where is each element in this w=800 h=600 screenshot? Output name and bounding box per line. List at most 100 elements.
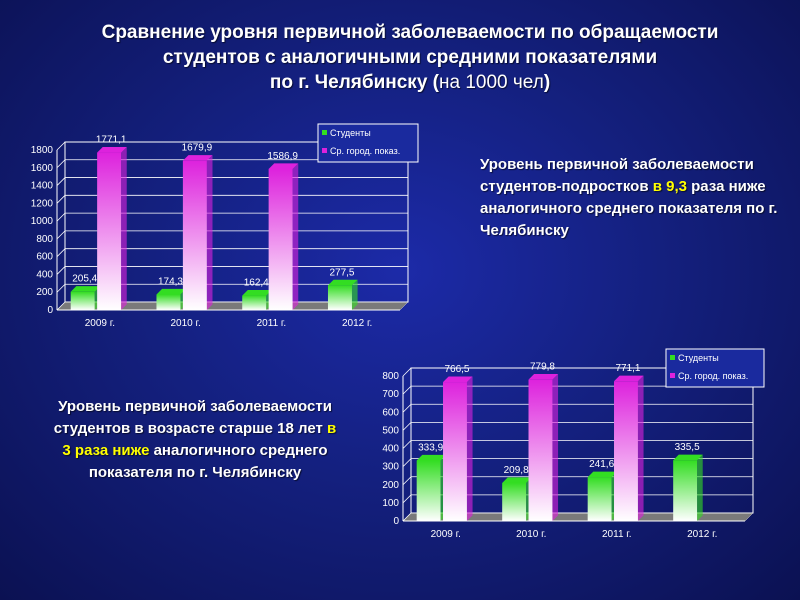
note-adults-highlight: в 3 раза ниже — [62, 420, 337, 459]
chart1-bar-top — [327, 279, 358, 286]
chart1-bar-top — [268, 163, 299, 169]
chart2-bar-top — [416, 454, 447, 461]
chart2-y-tick-label: 800 — [382, 371, 399, 382]
chart2-legend-swatch — [670, 373, 675, 378]
chart2-data-label: 333,9 — [418, 442, 443, 453]
chart1-bar-front — [182, 160, 207, 310]
chart2-legend-label: Ср. город. показ. — [678, 371, 748, 381]
chart2-bar-front — [528, 379, 553, 521]
chart1-bar-city — [97, 146, 127, 310]
chart1-gridline-side — [56, 159, 66, 169]
chart2-bar-front — [587, 477, 612, 521]
chart2-x-tick-label: 2010 г. — [516, 529, 546, 540]
chart1-data-label: 277,5 — [329, 267, 354, 278]
chart1-gridline-side — [56, 301, 66, 311]
chart1-bar-front — [70, 291, 95, 310]
chart2-legend-label: Студенты — [678, 353, 719, 363]
chart2-bar-top — [673, 454, 703, 461]
chart1-data-label: 1586,9 — [267, 151, 298, 162]
chart2-bar-front — [416, 460, 441, 521]
note-adults: Уровень первичной заболеваемости студент… — [50, 396, 340, 484]
chart1-bar-students — [327, 279, 358, 310]
chart2-bar-top — [614, 375, 644, 382]
chart1-data-label: 1771,1 — [96, 135, 127, 146]
chart1-bar-city — [268, 163, 299, 310]
chart1-legend: Студенты Ср. город. показ. — [317, 123, 419, 163]
chart2-bar-students — [502, 477, 532, 521]
chart2-legend: Студенты Ср. город. показ. — [665, 348, 765, 388]
title-line-3: по г. Челябинску (на 1000 чел) — [60, 70, 760, 95]
chart2-bar-top — [443, 376, 473, 383]
chart2-bar-city — [614, 375, 644, 521]
chart2-bar-students — [673, 454, 703, 521]
chart2-bar-front — [443, 382, 467, 521]
chart1-gridline-side — [56, 230, 66, 240]
chart2-bar-front — [502, 482, 527, 521]
chart1-y-tick-label: 1000 — [31, 216, 54, 227]
chart2-y-tick-label: 500 — [382, 425, 399, 436]
chart1-bar-front — [97, 152, 122, 310]
chart2-gridline-side — [402, 476, 412, 486]
chart1-x-tick-label: 2012 г. — [342, 318, 372, 329]
chart1-bar-side — [206, 155, 213, 310]
chart2-gridline-side — [402, 403, 412, 413]
chart2-bar-side — [697, 454, 703, 521]
chart1-bar-side — [121, 146, 127, 310]
chart2-gridline-side — [402, 458, 412, 467]
chart1-y-tick-label: 200 — [36, 287, 53, 298]
chart1-bar-top — [242, 289, 272, 296]
chart1-y-tick-label: 0 — [47, 305, 53, 316]
slide-title: Сравнение уровня первичной заболеваемост… — [60, 20, 760, 95]
chart1-bar-front — [156, 294, 181, 310]
chart2-bar-front — [673, 460, 698, 521]
chart1-x-tick-label: 2010 г. — [171, 318, 201, 329]
chart2-bar-side — [466, 376, 473, 521]
chart2-y-tick-label: 700 — [382, 389, 399, 400]
title-line-3-bold: по г. Челябинску ( — [269, 72, 439, 93]
chart1-gridline-side — [56, 195, 66, 204]
chart2-gridline-side — [402, 385, 412, 395]
chart2-y-tick-label: 0 — [393, 516, 399, 527]
chart2-data-label: 771,1 — [615, 363, 640, 374]
chart1-y-tick-label: 1400 — [31, 181, 54, 192]
chart1-bar-top — [156, 288, 187, 295]
chart1-gridline-side — [56, 141, 66, 151]
chart1-data-label: 174,3 — [158, 277, 183, 288]
title-line-1: Сравнение уровня первичной заболеваемост… — [101, 22, 719, 43]
chart2-gridline-side — [402, 440, 412, 449]
chart2-data-label: 766,5 — [444, 364, 469, 375]
chart2-data-label: 241,6 — [589, 459, 614, 470]
chart2-legend-swatch — [670, 355, 675, 360]
chart1-legend-label: Ср. город. показ. — [330, 146, 400, 156]
note-adults-text-1: Уровень первичной заболеваемости студент… — [53, 398, 332, 437]
chart2-bar-top — [528, 374, 559, 380]
chart2-bar-city — [528, 374, 559, 521]
chart2-gridline-side — [402, 512, 412, 522]
note-adolescents: Уровень первичной заболеваемости студент… — [480, 154, 780, 242]
chart1-y-tick-label: 800 — [36, 234, 53, 245]
chart1-gridline-side — [56, 212, 66, 222]
chart1-y-tick-label: 400 — [36, 269, 53, 280]
chart2-bar-city — [443, 376, 473, 521]
chart2-gridline-side — [402, 422, 412, 431]
note-adults-text-2: аналогичного среднего показателя по г. Ч… — [88, 442, 328, 481]
chart2-bar-side — [552, 374, 559, 521]
chart1-y-tick-label: 600 — [36, 252, 53, 263]
chart1-gridline-side — [56, 248, 66, 257]
chart1-bar-top — [97, 146, 127, 153]
chart1-bar-city — [182, 155, 213, 310]
chart1-x-tick-label: 2011 г. — [257, 318, 287, 329]
chart1-gridline-side — [56, 266, 66, 275]
chart2-data-label: 779,8 — [530, 362, 555, 373]
chart1-data-label: 1679,9 — [182, 143, 213, 154]
chart1-bar-front — [327, 285, 352, 310]
chart1-y-tick-label: 1600 — [31, 163, 54, 174]
chart1-legend-swatch — [322, 148, 327, 153]
chart1-bar-front — [242, 295, 267, 310]
chart1-legend-swatch — [322, 130, 327, 135]
chart2-x-tick-label: 2009 г. — [431, 529, 461, 540]
chart1-gridline-side — [56, 283, 66, 293]
chart2-y-tick-label: 400 — [382, 444, 399, 455]
